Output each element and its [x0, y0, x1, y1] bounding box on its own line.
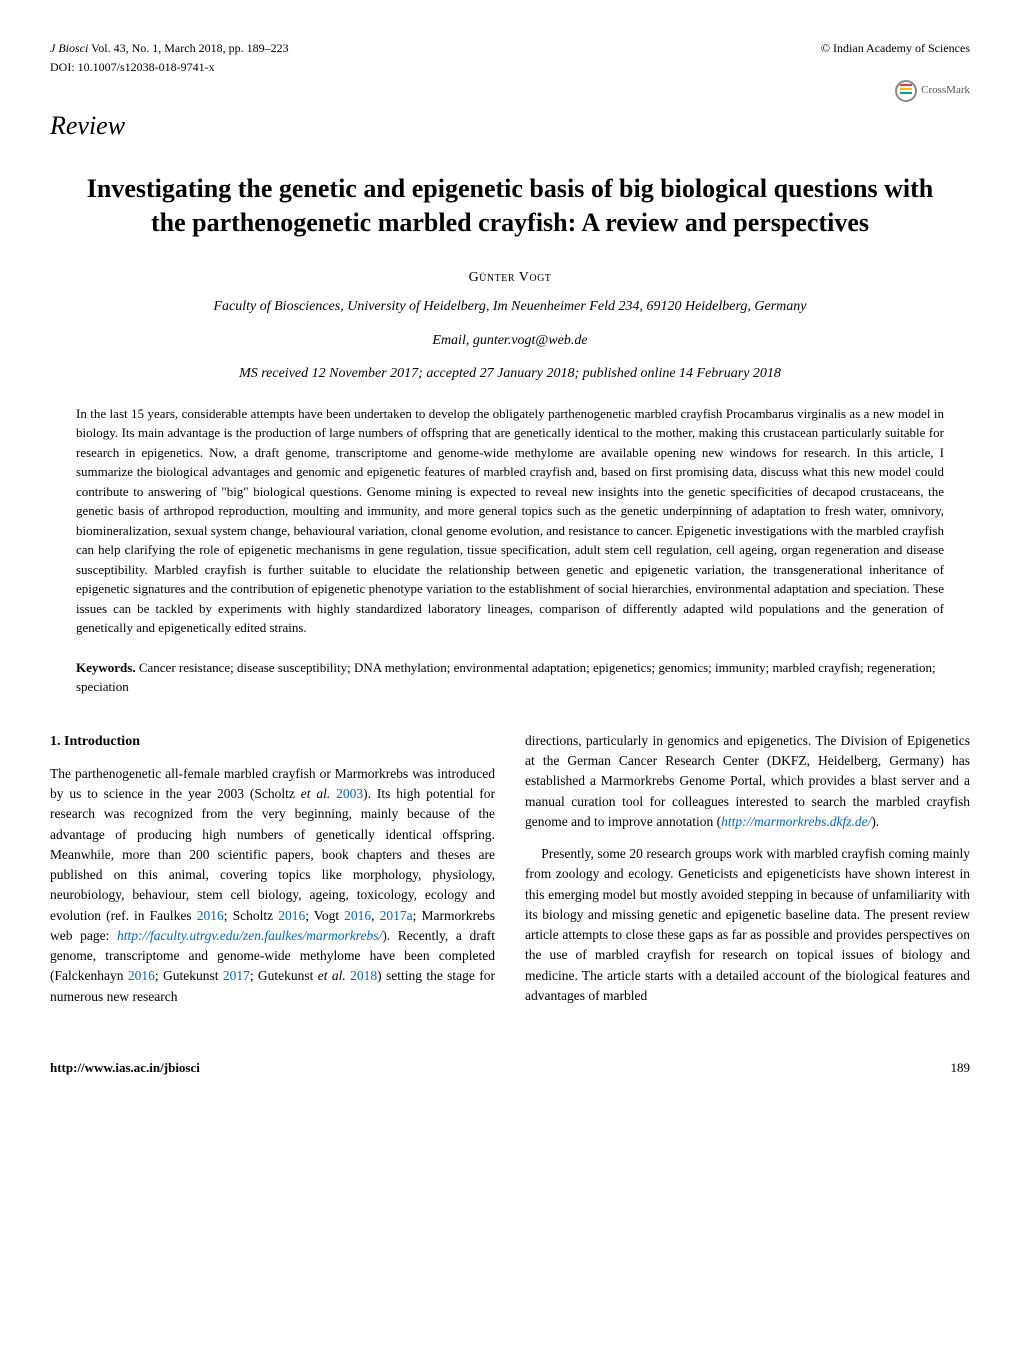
author-name: Günter Vogt	[50, 268, 970, 288]
text-fragment: et al.	[318, 968, 346, 983]
affiliation: Faculty of Biosciences, University of He…	[50, 297, 970, 317]
citation-year[interactable]: 2017a	[380, 908, 413, 923]
right-column: directions, particularly in genomics and…	[525, 731, 970, 1019]
article-title: Investigating the genetic and epigenetic…	[80, 172, 940, 240]
journal-name: J Biosci	[50, 41, 88, 55]
intro-paragraph-2: Presently, some 20 research groups work …	[525, 844, 970, 1006]
text-fragment: ,	[371, 908, 379, 923]
text-fragment: ; Gutekunst	[155, 968, 223, 983]
page-footer: http://www.ias.ac.in/jbiosci 189	[50, 1059, 970, 1077]
journal-info: J Biosci Vol. 43, No. 1, March 2018, pp.…	[50, 40, 289, 57]
manuscript-dates: MS received 12 November 2017; accepted 2…	[50, 364, 970, 384]
keywords-label: Keywords.	[76, 660, 136, 675]
author-email: Email, gunter.vogt@web.de	[50, 331, 970, 351]
citation-year[interactable]: 2016	[197, 908, 224, 923]
doi-row: DOI: 10.1007/s12038-018-9741-x	[50, 59, 970, 76]
citation-year[interactable]: 2016	[344, 908, 371, 923]
doi-label: DOI:	[50, 60, 75, 74]
crossmark-icon	[895, 80, 917, 102]
section-heading-introduction: 1. Introduction	[50, 731, 495, 752]
text-fragment: ; Vogt	[305, 908, 344, 923]
citation-year[interactable]: 2003	[336, 786, 363, 801]
citation-year[interactable]: 2016	[278, 908, 305, 923]
page-number: 189	[951, 1059, 971, 1077]
abstract: In the last 15 years, considerable attem…	[76, 404, 944, 638]
keywords-block: Keywords. Cancer resistance; disease sus…	[76, 658, 944, 697]
citation-year[interactable]: 2018	[350, 968, 377, 983]
footer-url[interactable]: http://www.ias.ac.in/jbiosci	[50, 1059, 200, 1077]
citation-year[interactable]: 2016	[128, 968, 155, 983]
volume-info: Vol. 43, No. 1, March 2018, pp. 189–223	[91, 41, 288, 55]
citation-year[interactable]: 2017	[223, 968, 250, 983]
article-type-label: Review	[50, 108, 970, 144]
keywords-text: Cancer resistance; disease susceptibilit…	[76, 660, 936, 695]
external-link[interactable]: http://faculty.utrgv.edu/zen.faulkes/mar…	[117, 928, 382, 943]
crossmark-badge[interactable]: CrossMark	[50, 80, 970, 102]
text-fragment: ).	[871, 814, 879, 829]
header-row: J Biosci Vol. 43, No. 1, March 2018, pp.…	[50, 40, 970, 57]
text-fragment: ; Gutekunst	[250, 968, 318, 983]
copyright: © Indian Academy of Sciences	[821, 40, 970, 57]
intro-paragraph-1: The parthenogenetic all-female marbled c…	[50, 764, 495, 1007]
body-columns: 1. Introduction The parthenogenetic all-…	[50, 731, 970, 1019]
external-link[interactable]: http://marmorkrebs.dkfz.de/	[721, 814, 871, 829]
text-fragment: ). Its high potential for research was r…	[50, 786, 495, 923]
crossmark-label: CrossMark	[921, 83, 970, 98]
text-fragment: ; Scholtz	[224, 908, 278, 923]
intro-paragraph-1-cont: directions, particularly in genomics and…	[525, 731, 970, 832]
text-fragment: et al.	[301, 786, 331, 801]
doi-value: 10.1007/s12038-018-9741-x	[78, 60, 215, 74]
left-column: 1. Introduction The parthenogenetic all-…	[50, 731, 495, 1019]
